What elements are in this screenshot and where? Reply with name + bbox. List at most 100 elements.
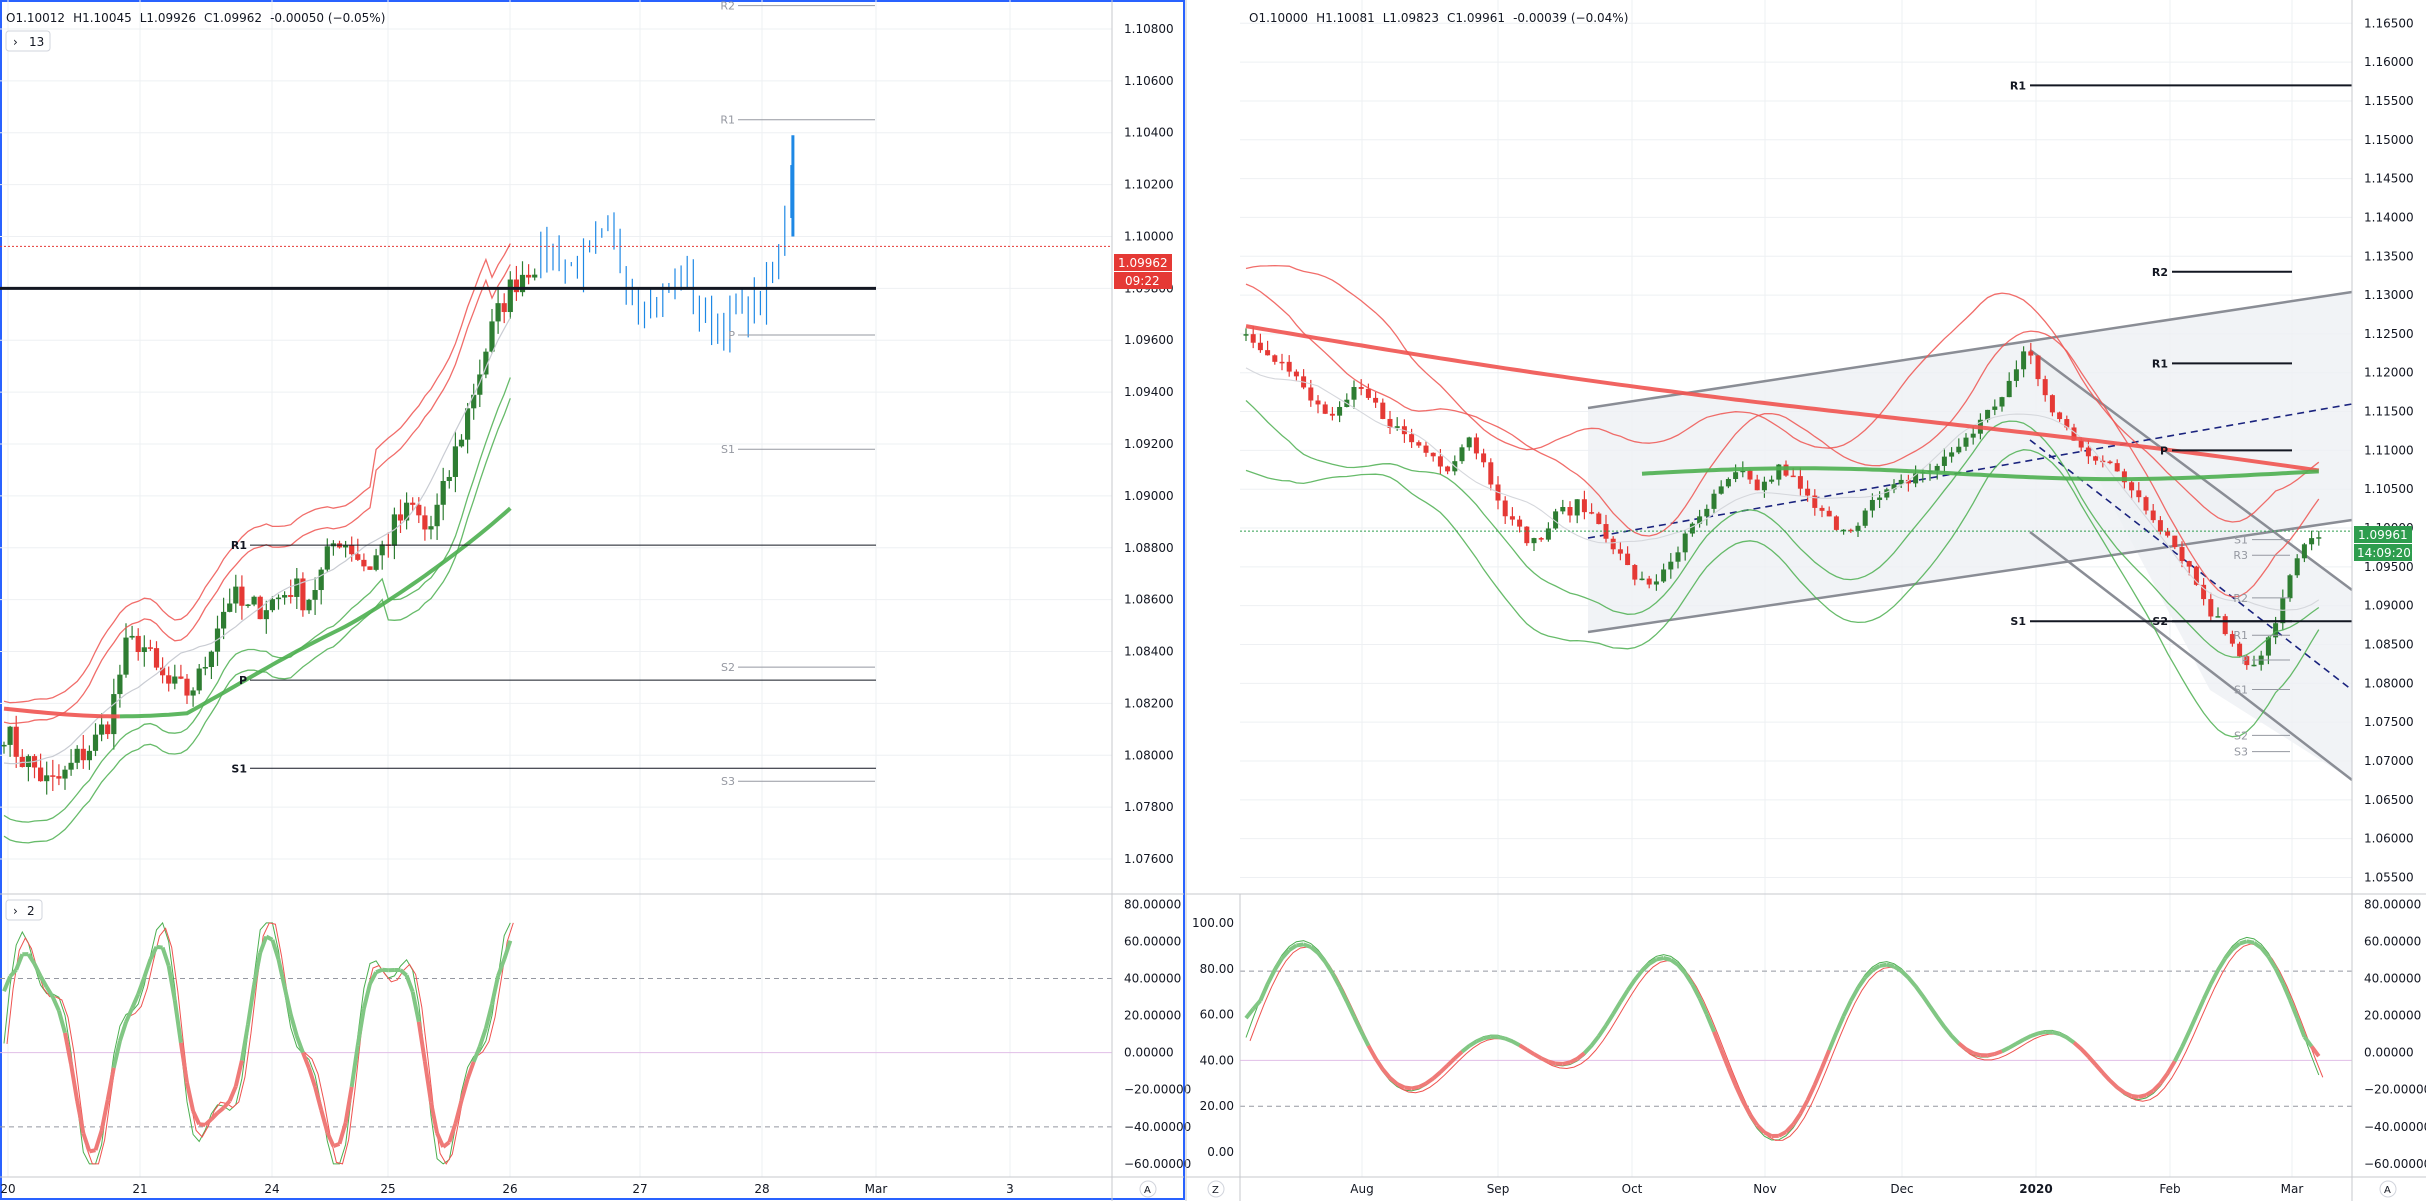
osc-smoothed-segment	[130, 993, 141, 1010]
candle-body	[2294, 558, 2300, 576]
right-osc-smoothed-segment	[2273, 967, 2285, 984]
right-osc-smoothed-segment	[1280, 948, 1291, 960]
right-osc-smoothed-segment	[2209, 969, 2220, 985]
left-time-tick: 25	[380, 1182, 395, 1196]
right-osc-smoothed-segment	[1987, 1052, 1996, 1058]
left-osc-tick: −20.00000	[1124, 1083, 1191, 1097]
right-osc-smoothed-segment	[1611, 1001, 1623, 1015]
candle-body	[1776, 464, 1782, 480]
osc-smoothed-segment	[258, 935, 269, 954]
right-pivot-label: S1	[2010, 615, 2026, 628]
moving-average-red	[3, 706, 120, 719]
right-osc-left-tick: 100.00	[1192, 916, 1234, 930]
left-osc-tick: 40.00000	[1124, 972, 1181, 986]
osc-smoothed-segment	[178, 1042, 189, 1084]
osc-smoothed-segment	[63, 1032, 74, 1065]
left-price-tick: 1.10200	[1124, 178, 1174, 192]
right-osc-right-tick: 0.00000	[2364, 1046, 2414, 1060]
osc-smoothed-segment	[313, 1086, 324, 1111]
osc-smoothed-segment	[265, 934, 274, 942]
right-osc-smoothed-segment	[1697, 997, 1709, 1016]
osc-smoothed-segment	[276, 958, 287, 988]
right-timezone-button[interactable]: Z	[1207, 1180, 1225, 1198]
candle-body	[2114, 463, 2120, 472]
osc-smoothed-segment	[105, 1067, 116, 1101]
right-auto-scale-button[interactable]: A	[2379, 1180, 2397, 1198]
candle-body	[92, 734, 99, 751]
svg-text:1.09962: 1.09962	[1118, 256, 1168, 270]
right-osc-smoothed-segment	[1569, 1056, 1579, 1065]
right-osc-smoothed-segment	[2116, 1085, 2126, 1095]
osc-smoothed-segment	[422, 1061, 433, 1103]
left-osc-indicator-count: 2	[27, 904, 35, 918]
candle-body	[2287, 575, 2293, 599]
candle-body	[1315, 400, 1321, 405]
right-osc-smoothed-segment	[1302, 942, 1312, 949]
candle-body	[129, 635, 135, 638]
right-osc-smoothed-segment	[1755, 1123, 1766, 1134]
right-price-tick: 1.09000	[2364, 599, 2414, 613]
candle-body	[74, 748, 80, 763]
candle-body	[2057, 412, 2063, 420]
right-osc-signal	[1249, 943, 2324, 1141]
candle-body	[2035, 355, 2041, 380]
osc-smoothed-segment	[375, 967, 383, 975]
candle-body	[2064, 419, 2070, 428]
candle-body	[233, 586, 239, 604]
osc-smoothed-segment	[111, 1040, 122, 1069]
candle-body	[2251, 664, 2257, 667]
right-time-tick: 2020	[2019, 1182, 2052, 1196]
candle-body	[68, 762, 74, 770]
trend-dashed-2	[2029, 439, 2353, 691]
right-osc-smoothed-segment	[1994, 1049, 2003, 1056]
right-osc-smoothed-segment	[1798, 1099, 1810, 1115]
left-osc-collapse-button[interactable]: › 2	[5, 899, 43, 921]
candle-body	[1617, 549, 1623, 554]
right-osc-smoothed-segment	[2302, 1035, 2314, 1048]
candle-body	[1351, 387, 1357, 400]
osc-smoothed-segment	[209, 1111, 219, 1121]
left-osc-pane[interactable]	[0, 895, 1112, 1177]
candle-body	[2078, 440, 2084, 448]
candle-body	[1761, 481, 1767, 491]
right-price-tick: 1.10500	[2364, 482, 2414, 496]
left-ohlc-legend: O1.10012 H1.10045 L1.09926 C1.09962 -0.00050…	[6, 11, 385, 25]
osc-smoothed-segment	[142, 958, 153, 978]
left-price-pane[interactable]	[0, 0, 1112, 893]
candle-body	[2121, 471, 2127, 483]
left-indicators-collapse-button[interactable]: › 13	[5, 30, 51, 52]
osc-smoothed-segment	[216, 1106, 225, 1115]
svg-text:14:09:20: 14:09:20	[2357, 546, 2411, 560]
candle-body	[263, 610, 269, 620]
candle-body	[2201, 584, 2207, 600]
right-osc-smoothed-segment	[2001, 1045, 2011, 1054]
candle-body	[1394, 426, 1400, 428]
right-price-tick: 1.06500	[2364, 793, 2414, 807]
osc-smoothed-segment	[441, 1140, 451, 1149]
right-small-pivot-label: S2	[2234, 729, 2248, 742]
right-pivot-label: P	[2160, 444, 2168, 457]
osc-smoothed-segment	[332, 1141, 341, 1148]
left-price-tick: 1.07800	[1124, 800, 1174, 814]
right-osc-smoothed-segment	[1468, 1039, 1478, 1048]
candle-body	[1819, 507, 1825, 511]
right-bollinger-upper-inner	[1245, 283, 2320, 598]
candle-body	[1941, 456, 1947, 466]
right-osc-smoothed-segment	[2194, 998, 2206, 1017]
candle-body	[1639, 578, 1645, 581]
candle-body	[2085, 447, 2091, 457]
candle-body	[404, 502, 410, 521]
left-auto-scale-button[interactable]: A	[1139, 1180, 1157, 1198]
left-price-tick: 1.08400	[1124, 645, 1174, 659]
right-osc-smoothed-segment	[2223, 948, 2234, 960]
candle-body	[221, 611, 227, 629]
right-small-pivot-label: R1	[2233, 629, 2248, 642]
right-osc-smoothed-segment	[2173, 1046, 2184, 1063]
right-price-tick: 1.08000	[2364, 676, 2414, 690]
right-osc-smoothed-segment	[2280, 982, 2292, 1001]
right-osc-smoothed-segment	[1704, 1013, 1716, 1033]
chevron-right-icon: ›	[13, 35, 18, 49]
right-osc-smoothed-segment	[1633, 969, 1644, 982]
pivot-label: R2	[720, 0, 735, 13]
candle-body	[38, 767, 44, 782]
